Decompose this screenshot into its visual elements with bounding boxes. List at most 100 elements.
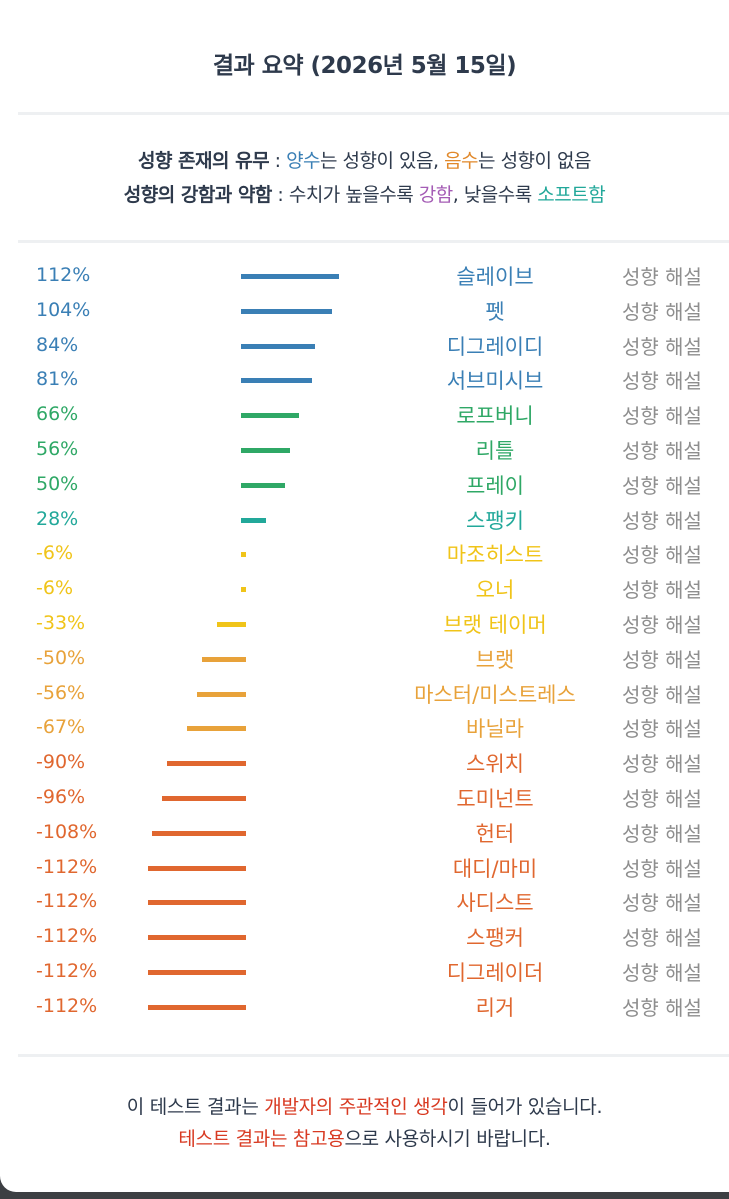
chart-row: -67% 바닐라 성향 해설 <box>0 714 729 744</box>
explain-link[interactable]: 성향 해설 <box>622 856 702 881</box>
category-label: 마스터/미스트레스 <box>414 682 576 707</box>
legend-strength-sep: : 수치가 높을수록 <box>271 184 419 206</box>
bar <box>240 587 246 593</box>
value-label: 50% <box>36 472 79 495</box>
bar <box>148 970 246 975</box>
value-label: -6% <box>36 577 73 600</box>
explain-link[interactable]: 성향 해설 <box>622 369 702 394</box>
explain-link[interactable]: 성향 해설 <box>622 995 702 1020</box>
category-label: 대디/마미 <box>452 856 538 881</box>
bar <box>202 656 246 662</box>
divider-middle <box>18 240 729 243</box>
explain-link[interactable]: 성향 해설 <box>622 299 702 324</box>
chart-row: 104% 펫 성향 해설 <box>0 297 729 327</box>
explain-link[interactable]: 성향 해설 <box>622 961 702 985</box>
explain-link[interactable]: 성향 해설 <box>622 578 702 603</box>
chart-row: -112% 디그레이더 성향 해설 <box>0 958 729 988</box>
value-label: -67% <box>36 716 86 739</box>
value-label: -112% <box>36 855 98 878</box>
value-label: 112% <box>36 264 91 286</box>
category-label: 스위치 <box>466 752 524 777</box>
explain-link[interactable]: 성향 해설 <box>622 508 702 533</box>
value-label: -33% <box>36 612 86 634</box>
value-label: -108% <box>36 820 98 843</box>
bar <box>167 761 246 767</box>
category-label: 브랫 테이머 <box>443 613 547 637</box>
explain-link[interactable]: 성향 해설 <box>622 682 702 707</box>
chart-row: -90% 스위치 성향 해설 <box>0 749 729 779</box>
chart-row: 66% 로프버니 성향 해설 <box>0 401 729 431</box>
chart-row: -112% 대디/마미 성향 해설 <box>0 854 729 884</box>
footer-highlight-2: 테스트 결과는 참고용 <box>178 1128 345 1150</box>
category-label: 슬레이브 <box>456 265 534 289</box>
category-label: 스팽키 <box>466 508 524 533</box>
chart-row: -96% 도미넌트 성향 해설 <box>0 784 729 814</box>
explain-link[interactable]: 성향 해설 <box>622 334 702 359</box>
bar <box>241 448 290 453</box>
value-label: 104% <box>36 298 91 321</box>
value-label: -112% <box>36 890 98 913</box>
category-label: 펫 <box>485 299 505 324</box>
legend-positive-text: 는 성향이 있음, <box>320 150 445 172</box>
bar <box>241 378 312 384</box>
footer-text-a: 이 테스트 결과는 <box>126 1096 265 1118</box>
category-label: 디그레이디 <box>446 334 544 359</box>
explain-link[interactable]: 성향 해설 <box>622 752 702 777</box>
chart-row: -6% 오너 성향 해설 <box>0 575 729 605</box>
bar <box>241 413 299 419</box>
footer-highlight: 개발자의 주관적인 생각 <box>264 1096 448 1118</box>
chart-row: -112% 리거 성향 해설 <box>0 993 729 1023</box>
category-label: 디그레이더 <box>446 961 544 985</box>
chart-row: 56% 리틀 성향 해설 <box>0 436 729 466</box>
category-label: 오너 <box>475 578 515 603</box>
value-label: -90% <box>36 751 86 774</box>
chart-row: -112% 스팽커 성향 해설 <box>0 923 729 953</box>
value-label: -112% <box>36 960 98 982</box>
legend-negative-word: 음수 <box>444 150 479 172</box>
explain-link[interactable]: 성향 해설 <box>622 926 702 951</box>
bar <box>241 308 332 314</box>
category-label: 바닐라 <box>466 717 524 742</box>
category-label: 로프버니 <box>456 404 534 429</box>
bar <box>162 796 246 801</box>
category-label: 사디스트 <box>456 891 534 916</box>
explain-link[interactable]: 성향 해설 <box>622 543 702 568</box>
footer-notice-2: 테스트 결과는 참고용으로 사용하시기 바랍니다. <box>0 1124 729 1151</box>
chart-row: 50% 프레이 성향 해설 <box>0 471 729 501</box>
footer-text-c: 이 들어가 있습니다. <box>447 1096 603 1118</box>
explain-link[interactable]: 성향 해설 <box>622 717 702 742</box>
explain-link[interactable]: 성향 해설 <box>622 404 702 429</box>
chart-row: -6% 마조히스트 성향 해설 <box>0 540 729 570</box>
legend-strength: 성향의 강함과 약함 : 수치가 높을수록 강함, 낮을수록 소프트함 <box>0 180 729 207</box>
bar <box>148 935 246 941</box>
chart-row: -112% 사디스트 성향 해설 <box>0 888 729 918</box>
explain-link[interactable]: 성향 해설 <box>622 613 702 637</box>
value-label: -96% <box>36 786 86 808</box>
value-label: 56% <box>36 438 79 460</box>
explain-link[interactable]: 성향 해설 <box>622 891 702 916</box>
chart-row: 84% 디그레이디 성향 해설 <box>0 332 729 362</box>
legend-strong-word: 강함 <box>418 184 453 206</box>
explain-link[interactable]: 성향 해설 <box>622 821 702 846</box>
footer-text-2: 으로 사용하시기 바랍니다. <box>344 1128 551 1150</box>
category-label: 헌터 <box>475 821 515 846</box>
explain-link[interactable]: 성향 해설 <box>622 439 702 463</box>
category-label: 도미넌트 <box>456 787 534 811</box>
bar <box>241 517 266 523</box>
explain-link[interactable]: 성향 해설 <box>622 473 702 498</box>
explain-link[interactable]: 성향 해설 <box>622 265 702 289</box>
legend-existence-label: 성향 존재의 유무 <box>137 150 270 172</box>
value-label: 28% <box>36 507 79 530</box>
category-label: 리틀 <box>475 439 515 463</box>
value-label: -112% <box>36 925 98 948</box>
bar <box>241 482 285 488</box>
chart-row: -108% 헌터 성향 해설 <box>0 819 729 849</box>
legend-strength-mid: , 낮을수록 <box>452 184 538 206</box>
value-label: -6% <box>36 542 73 565</box>
bar <box>241 274 339 279</box>
value-label: -56% <box>36 681 86 704</box>
explain-link[interactable]: 성향 해설 <box>622 647 702 672</box>
category-label: 프레이 <box>466 473 524 498</box>
explain-link[interactable]: 성향 해설 <box>622 787 702 811</box>
